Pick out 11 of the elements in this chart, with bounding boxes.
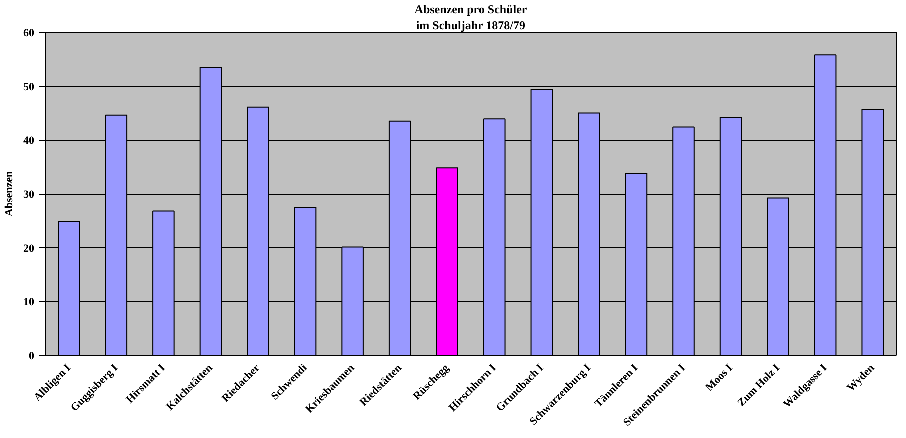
y-tick-label: 20	[24, 242, 35, 255]
y-axis-title: Absenzen	[4, 171, 16, 217]
y-tick-label: 10	[24, 296, 35, 309]
y-tick-label: 0	[29, 350, 35, 362]
y-tick-label: 30	[24, 189, 35, 201]
chart-subtitle: im Schuljahr 1878/79	[416, 18, 526, 32]
y-tick-label: 50	[24, 81, 35, 94]
y-tick-label: 60	[24, 28, 35, 40]
chart-title: Absenzen pro Schüler	[414, 2, 528, 16]
x-tick-label: Zum Holz I	[736, 362, 783, 410]
y-tick-label: 40	[24, 135, 35, 148]
